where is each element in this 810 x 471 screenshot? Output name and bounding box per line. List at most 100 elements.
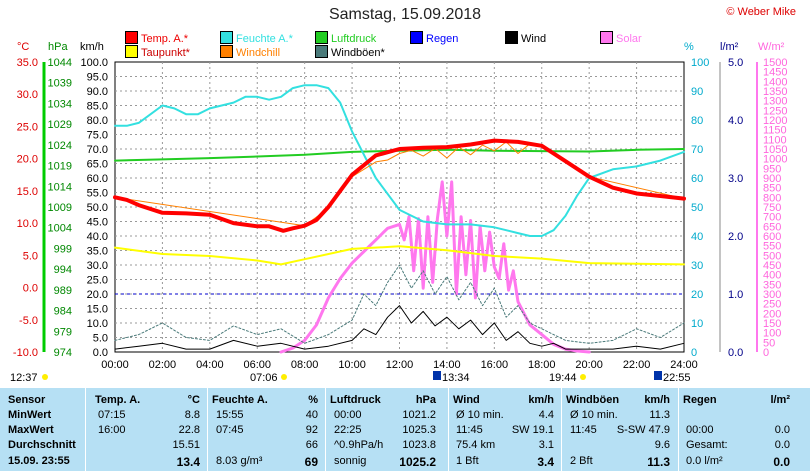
sunset-time: 19:44 [549,372,577,384]
humidity-axis-tick: 90 [691,86,703,98]
wind-unit-header: km/h [528,394,554,406]
legend-label: Luftdruck [331,33,377,45]
hum-value: 92 [305,424,318,436]
series-line-wind [114,305,685,350]
wind-axis-tick: 75.0 [87,130,108,142]
gust-value: 11.3 [649,409,670,421]
temp-unit-header: °C [187,394,200,406]
wind-time: Ø 10 min. [456,409,504,421]
legend-swatch [315,31,328,44]
solar-axis-tick: 750 [763,202,781,214]
temp-axis-tick: 15.0 [17,186,38,198]
wind-axis-tick: 10.0 [87,318,108,330]
gust-value: 11.3 [647,455,670,469]
gust-time: 11:45 [570,424,597,436]
hum-header: Feuchte A. [212,394,268,406]
row-label: MinWert [8,409,52,421]
pressure-axis-tick: 1014 [48,181,72,193]
rain-time: Gesamt: [686,439,728,451]
legend-swatch [220,45,233,58]
x-tick-label: 00:00 [101,359,129,371]
x-tick-label: 16:00 [481,359,509,371]
gust-unit-header: km/h [644,394,670,406]
sensor-header: Sensor [8,394,46,406]
solar-axis-tick: 1050 [763,144,787,156]
x-tick-label: 22:00 [623,359,651,371]
x-tick-label: 14:00 [433,359,461,371]
pressure-axis-tick: 999 [54,243,72,255]
wind-axis-tick: 95.0 [87,72,108,84]
solar-axis-unit: W/m² [758,41,785,53]
x-tick-label: 02:00 [149,359,177,371]
legend-swatch [505,31,518,44]
wind-time: 75.4 km [456,439,496,451]
legend-swatch [125,31,138,44]
wind-axis-tick: 35.0 [87,246,108,258]
solar-axis-tick: 0 [763,347,769,359]
legend-item: Solar [600,31,642,45]
wind-axis-tick: 25.0 [87,275,108,287]
hum-value: 69 [304,455,318,469]
temp-time: 16:00 [98,424,126,436]
wind-axis-tick: 60.0 [87,173,108,185]
stats-table: Sensor Temp. A. °C Feuchte A.% Luftdruck hPa W… [0,388,810,471]
solar-axis-tick: 1500 [763,57,787,69]
rain-axis-unit: l/m² [720,41,739,53]
x-tick-label: 06:00 [243,359,271,371]
rain-axis-tick: 3.0 [728,173,743,185]
sunrise-time: 07:06 [250,372,278,384]
rain-axis-tick: 2.0 [728,231,743,243]
legend-item: Windböen* [315,45,385,59]
marker-right-time: 22:55 [663,372,691,384]
hum-value: 40 [305,409,318,421]
wind-axis-tick: 90.0 [87,86,108,98]
legend-label: Windchill [236,47,281,59]
marker-right-icon [654,371,662,380]
humidity-axis-tick: 70 [691,144,703,156]
solar-axis-tick: 350 [763,279,781,291]
wind-axis-tick: 40.0 [87,231,108,243]
rain-time: 00:00 [686,424,714,436]
solar-axis-tick: 300 [763,289,781,301]
solar-axis-tick: 500 [763,250,781,262]
table-divider [207,388,208,471]
legend-swatch [315,45,328,58]
wind-axis-tick: 70.0 [87,144,108,156]
press-time: sonnig [334,455,367,467]
rain-axis-tick: 0.0 [728,347,743,359]
table-divider [561,388,562,471]
pressure-axis-tick: 1034 [48,98,72,110]
rain-value: 0.0 [774,424,790,436]
wind-axis-tick: 50.0 [87,202,108,214]
legend-label: Taupunkt* [141,47,190,59]
wind-value: SW 19.1 [511,424,554,436]
wind-time: 1 Bft [456,455,479,467]
legend-item: Regen [410,31,458,45]
solar-axis-tick: 1400 [763,76,787,88]
solar-axis-tick: 950 [763,163,781,175]
hum-time: 15:55 [216,409,244,421]
wind-axis-tick: 0.0 [93,347,108,359]
row-label: MaxWert [8,424,54,436]
legend-label: Windböen* [331,47,385,59]
wind-axis-tick: 30.0 [87,260,108,272]
gust-time: Ø 10 min. [570,409,618,421]
solar-axis-tick: 1100 [763,134,787,146]
rain-unit-header: l/m² [770,394,790,406]
pressure-axis-tick: 979 [54,326,72,338]
humidity-axis-tick: 100 [691,57,709,69]
wind-axis-tick: 20.0 [87,289,108,301]
wind-axis-tick: 45.0 [87,217,108,229]
humidity-axis-tick: 40 [691,231,703,243]
gust-value: 9.6 [654,439,670,451]
temp-axis-tick: 0.0 [23,283,38,295]
rain-axis-tick: 5.0 [728,57,743,69]
wind-value: 3.4 [537,455,554,469]
hum-time: 07:45 [216,424,244,436]
wind-axis-tick: 15.0 [87,304,108,316]
press-time: 22:25 [334,424,362,436]
humidity-axis-tick: 50 [691,202,703,214]
hum-value: 66 [305,439,318,451]
x-tick-label: 18:00 [528,359,556,371]
legend-swatch [220,31,233,44]
